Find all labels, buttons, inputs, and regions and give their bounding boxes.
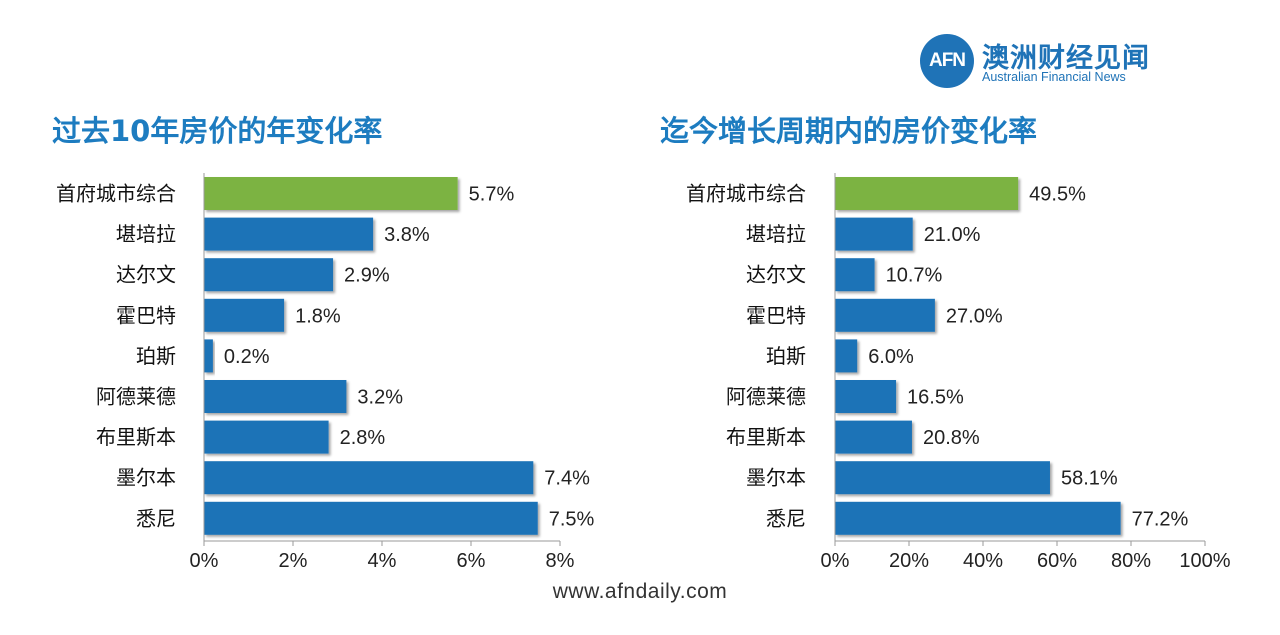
left-x-tick-label-1: 2% [279,550,308,572]
logo-name-chinese: 澳洲财经见闻 [982,43,1150,74]
right-bar-5 [835,380,897,413]
right-value-label-6: 20.8% [923,427,980,449]
right-value-label-2: 10.7% [886,265,943,287]
left-value-label-8: 7.5% [549,508,595,530]
footer-url: www.afndaily.com [552,580,728,603]
right-value-label-3: 27.0% [946,305,1003,327]
left-bar-3 [204,298,285,332]
right-bar-4 [835,339,858,373]
left-category-label-8: 悉尼 [136,506,176,530]
right-bar-3 [835,298,935,332]
left-bar-5 [204,380,347,413]
left-value-label-5: 3.2% [357,387,403,409]
right-chart-title: 迄今增长周期内的房价变化率 [660,114,1038,148]
left-value-label-1: 3.8% [384,224,430,246]
afn-logo: AFN 澳洲财经见闻 Australian Financial News [920,34,1170,90]
right-x-tick-label-1: 20% [889,550,929,572]
right-value-label-5: 16.5% [907,387,964,409]
left-value-label-0: 5.7% [469,184,515,206]
left-category-label-2: 达尔文 [116,263,176,287]
right-category-label-7: 墨尔本 [746,466,806,490]
left-value-label-3: 1.8% [295,305,341,327]
right-category-label-0: 首府城市综合 [686,182,806,206]
right-category-label-8: 悉尼 [766,506,806,530]
right-value-label-1: 21.0% [924,224,981,246]
left-x-tick-label-3: 6% [457,550,486,572]
right-x-tick-label-4: 80% [1111,550,1151,572]
right-bar-0 [835,177,1019,210]
logo-name-english: Australian Financial News [982,70,1126,84]
left-category-label-7: 墨尔本 [116,466,176,490]
left-category-label-1: 堪培拉 [116,222,176,246]
left-x-tick-label-0: 0% [190,550,219,572]
right-category-label-6: 布里斯本 [726,425,806,449]
left-category-label-5: 阿德莱德 [96,385,176,409]
left-bar-4 [204,339,213,373]
left-bar-8 [204,501,538,535]
left-value-label-6: 2.8% [340,427,386,449]
right-x-tick-label-2: 40% [963,550,1003,572]
left-bar-0 [204,177,458,210]
left-x-tick-label-2: 4% [368,550,397,572]
afn-logo-icon: AFN [920,34,974,88]
right-category-label-1: 堪培拉 [746,222,806,246]
left-category-label-3: 霍巴特 [116,303,176,327]
left-category-label-6: 布里斯本 [96,425,176,449]
right-category-label-4: 珀斯 [766,344,806,368]
right-value-label-7: 58.1% [1061,468,1118,490]
right-x-tick-label-3: 60% [1037,550,1077,572]
right-value-label-4: 6.0% [868,346,914,368]
left-bar-6 [204,420,329,454]
left-bar-7 [204,461,534,495]
right-category-label-3: 霍巴特 [746,303,806,327]
right-x-tick-label-5: 100% [1179,550,1230,572]
left-category-label-4: 珀斯 [136,344,176,368]
right-value-label-8: 77.2% [1132,508,1189,530]
left-bar-1 [204,217,374,251]
right-x-tick-label-0: 0% [821,550,850,572]
right-bar-7 [835,461,1050,495]
right-category-label-2: 达尔文 [746,263,806,287]
left-value-label-7: 7.4% [544,468,590,490]
left-chart-title: 过去10年房价的年变化率 [52,114,383,148]
left-category-label-0: 首府城市综合 [56,182,176,206]
right-bar-2 [835,258,875,292]
right-bar-1 [835,217,913,251]
left-x-tick-label-4: 8% [546,550,575,572]
left-value-label-2: 2.9% [344,265,390,287]
left-bar-2 [204,258,334,292]
right-bar-6 [835,420,912,454]
left-value-label-4: 0.2% [224,346,270,368]
right-value-label-0: 49.5% [1029,184,1086,206]
right-bar-8 [835,501,1121,535]
right-category-label-5: 阿德莱德 [726,385,806,409]
